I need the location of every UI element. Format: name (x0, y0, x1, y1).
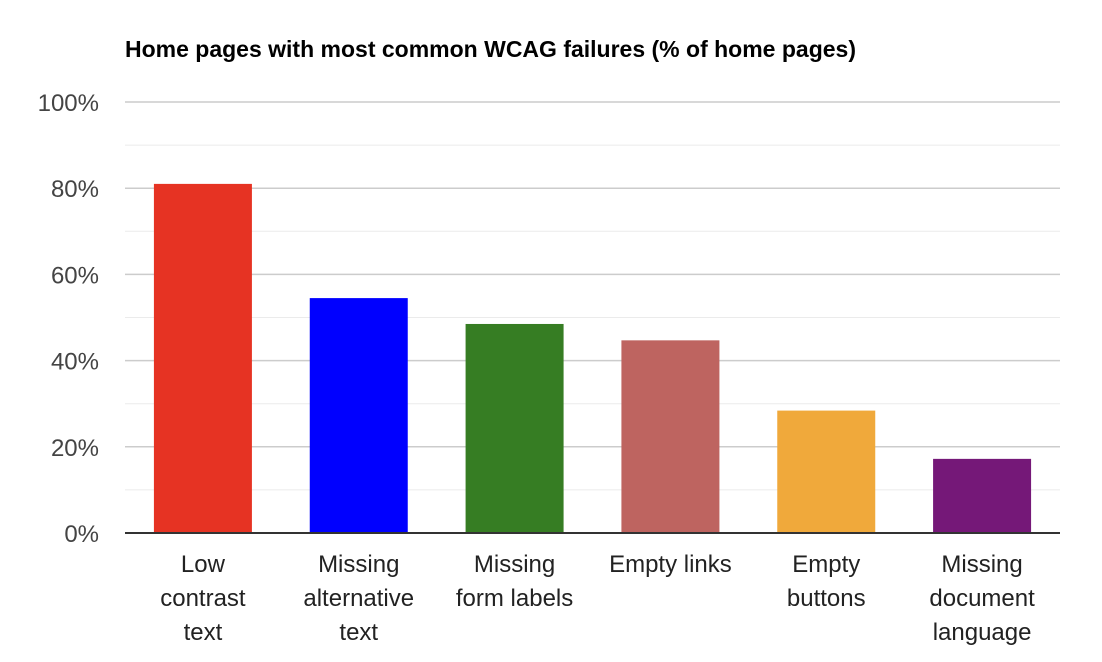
category-label: Empty buttons (787, 551, 866, 612)
bar (153, 183, 252, 533)
bars (153, 183, 1032, 533)
category-label-line: Missing (474, 551, 555, 578)
grid-lines (125, 101, 1060, 491)
category-label-line: Low (181, 551, 226, 578)
y-tick-label: 100% (38, 90, 99, 117)
bar (777, 410, 876, 533)
category-label-line: text (184, 619, 223, 646)
category-label: Missing form labels (456, 551, 573, 612)
y-tick-label: 0% (64, 521, 99, 548)
category-label-line: language (933, 619, 1032, 646)
y-tick-label: 60% (51, 262, 99, 289)
category-label-line: Missing (941, 551, 1022, 578)
category-label-line: contrast (160, 585, 246, 612)
bar (933, 458, 1032, 533)
category-label-line: form labels (456, 585, 573, 612)
category-label-line: document (929, 585, 1035, 612)
category-label-line: alternative (303, 585, 414, 612)
category-label: Empty links (609, 551, 732, 578)
y-tick-labels: 0% 20% 40% 60% 80% 100% (38, 90, 99, 548)
chart-title: Home pages with most common WCAG failure… (125, 36, 856, 62)
category-label-line: Empty links (609, 551, 732, 578)
category-label: Missing alternative text (303, 551, 414, 646)
bar (465, 323, 564, 533)
category-label-line: buttons (787, 585, 866, 612)
category-label-line: Missing (318, 551, 399, 578)
y-tick-label: 40% (51, 349, 99, 376)
category-label-line: text (339, 619, 378, 646)
bar (621, 340, 720, 533)
category-label: Low contrast text (160, 551, 246, 646)
category-label: Missing document language (929, 551, 1035, 646)
bar (309, 298, 408, 533)
category-label-line: Empty (792, 551, 860, 578)
y-tick-label: 20% (51, 435, 99, 462)
y-tick-label: 80% (51, 176, 99, 203)
